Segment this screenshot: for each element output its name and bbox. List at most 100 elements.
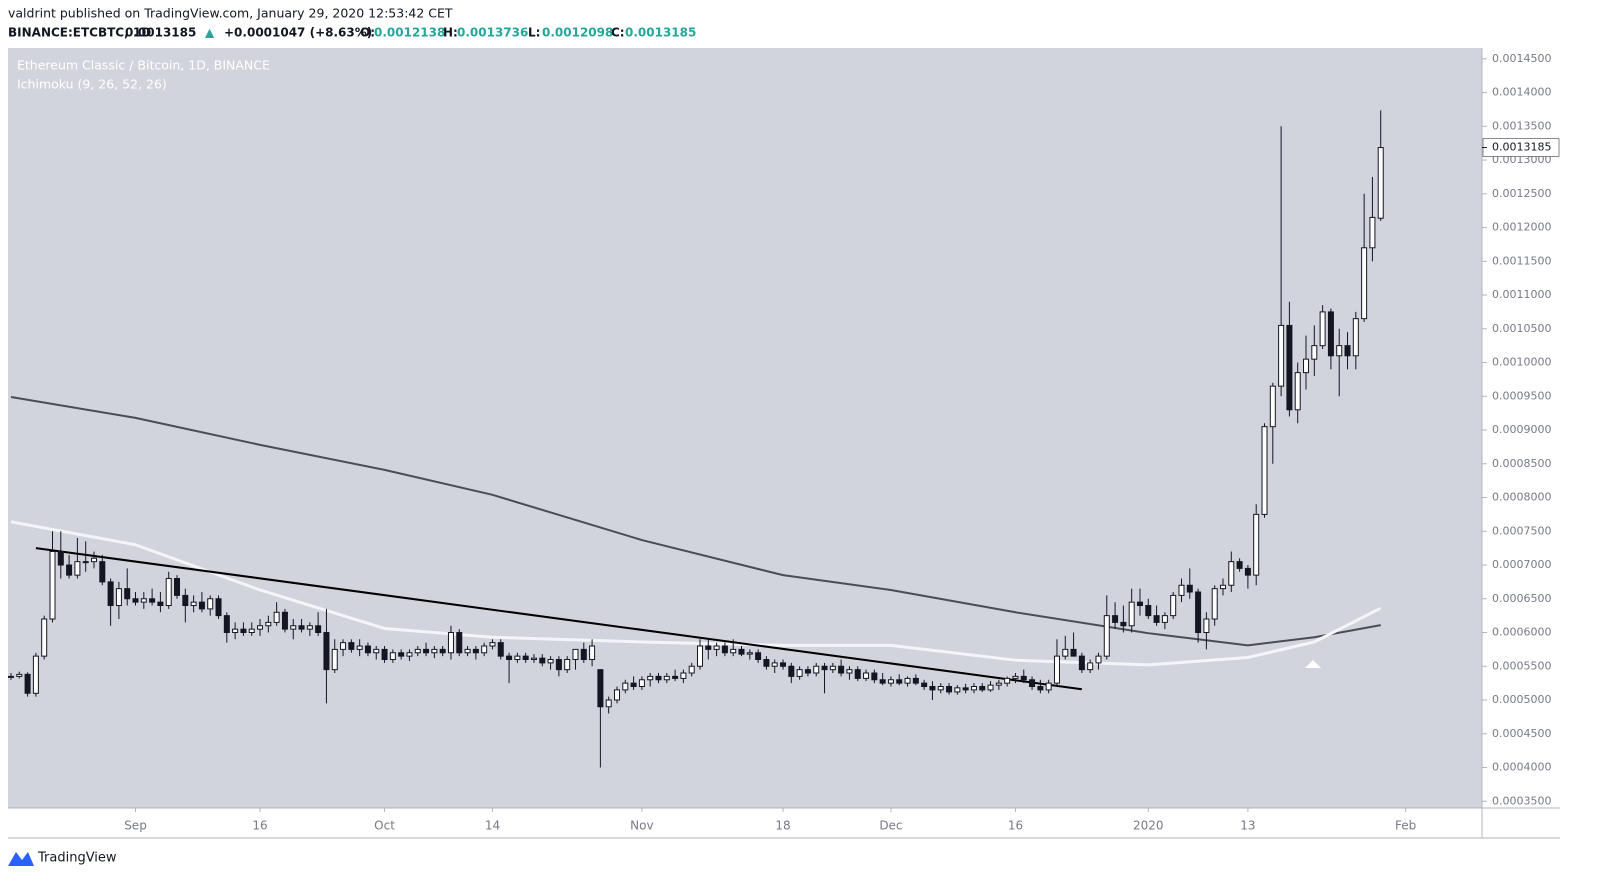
candle-body: [622, 682, 629, 691]
candle-body: [16, 673, 23, 677]
candle-body: [937, 686, 944, 691]
candle-body: [1319, 311, 1326, 347]
candle-body: [41, 618, 48, 657]
candle-body: [846, 669, 853, 674]
candle-body: [970, 686, 977, 691]
candle-body: [655, 675, 662, 681]
candle-body: [1037, 686, 1044, 691]
candle-body: [962, 687, 969, 691]
change-arrow: ▲: [205, 26, 215, 40]
candle-body: [439, 648, 446, 654]
candle-body: [1286, 324, 1293, 411]
candle-body: [763, 659, 770, 667]
candle-body: [281, 611, 288, 630]
y-tick-label: 0.0003500: [1492, 794, 1552, 807]
y-tick-label: 0.0014500: [1492, 52, 1552, 65]
x-tick-label: 13: [1240, 819, 1255, 833]
y-tick-label: 0.0004000: [1492, 761, 1552, 774]
candle-body: [1228, 561, 1235, 586]
candle-body: [364, 645, 371, 654]
x-tick-label: 16: [1008, 819, 1023, 833]
y-tick-label: 0.0005500: [1492, 659, 1552, 672]
y-tick-label: 0.0010500: [1492, 322, 1552, 335]
candle-body: [232, 628, 239, 634]
ohlc-value: 0.0013736: [457, 26, 528, 40]
candle-body: [240, 628, 247, 634]
brand-logo: [8, 852, 34, 866]
candle-body: [746, 652, 753, 655]
candle-body: [49, 551, 56, 620]
x-tick-label: 18: [775, 819, 790, 833]
y-tick-label: 0.0004500: [1492, 727, 1552, 740]
candle-body: [464, 648, 471, 654]
candle-body: [1128, 601, 1135, 627]
candle-body: [1095, 655, 1102, 664]
candle-body: [1120, 621, 1127, 627]
candle-body: [1161, 615, 1168, 623]
candle-body: [140, 598, 147, 603]
candle-body: [406, 652, 413, 657]
y-tick-label: 0.0008500: [1492, 457, 1552, 470]
candle-body: [7, 675, 14, 678]
indicator-label: Ichimoku (9, 26, 52, 26): [17, 77, 167, 92]
x-tick-label: Oct: [374, 819, 395, 833]
candle-body: [580, 648, 587, 661]
candle-body: [447, 632, 454, 654]
candle-body: [223, 615, 230, 634]
candle-body: [1311, 345, 1318, 360]
candle-body: [663, 675, 670, 681]
candle-body: [1087, 662, 1094, 671]
candle-body: [315, 625, 322, 634]
candle-body: [340, 642, 347, 650]
candle-body: [1278, 324, 1285, 387]
candle-body: [1112, 615, 1119, 623]
candle-body: [215, 598, 222, 617]
candle-body: [182, 594, 189, 607]
candle-body: [530, 657, 537, 661]
candle-body: [1029, 679, 1036, 688]
candle-body: [124, 588, 131, 600]
candle-body: [165, 578, 172, 607]
candle-body: [680, 672, 687, 679]
candle-body: [497, 642, 504, 657]
candle-body: [1261, 426, 1268, 515]
candle-body: [1153, 615, 1160, 623]
candle-body: [705, 645, 712, 650]
signal-arrow: [1305, 660, 1321, 668]
candle-body: [896, 679, 903, 684]
x-tick-label: Dec: [879, 819, 902, 833]
y-tick-label: 0.0011500: [1492, 254, 1552, 267]
candle-body: [1045, 682, 1052, 691]
candle-body: [1352, 318, 1359, 357]
y-tick-label: 0.0009000: [1492, 423, 1552, 436]
candle-body: [954, 687, 961, 693]
candle-body: [821, 665, 828, 671]
candle-body: [1219, 584, 1226, 590]
x-tick-label: 14: [485, 819, 500, 833]
y-tick-label: 0.0014000: [1492, 86, 1552, 99]
candle-body: [1078, 655, 1085, 671]
candle-body: [248, 628, 255, 634]
candle-body: [1062, 648, 1069, 657]
candle-body: [198, 601, 205, 610]
ohlc-label: C:: [611, 26, 625, 40]
candle-body: [1195, 591, 1202, 634]
candle-body: [1012, 675, 1019, 679]
candle-body: [1103, 615, 1110, 657]
y-tick-label: 0.0007500: [1492, 524, 1552, 537]
candle-body: [1203, 618, 1210, 634]
candle-body: [638, 679, 645, 688]
candle-body: [829, 665, 836, 671]
brand-name: TradingView: [37, 851, 117, 866]
candle-body: [298, 625, 305, 630]
candle-body: [1327, 311, 1334, 357]
candle-body: [381, 648, 388, 661]
candle-body: [414, 648, 421, 654]
candle-body: [1004, 677, 1011, 684]
candle-body: [904, 677, 911, 684]
candle-body: [1020, 675, 1027, 681]
ohlc-label: H:: [443, 26, 458, 40]
candle-body: [879, 679, 886, 684]
candle-body: [946, 686, 953, 693]
